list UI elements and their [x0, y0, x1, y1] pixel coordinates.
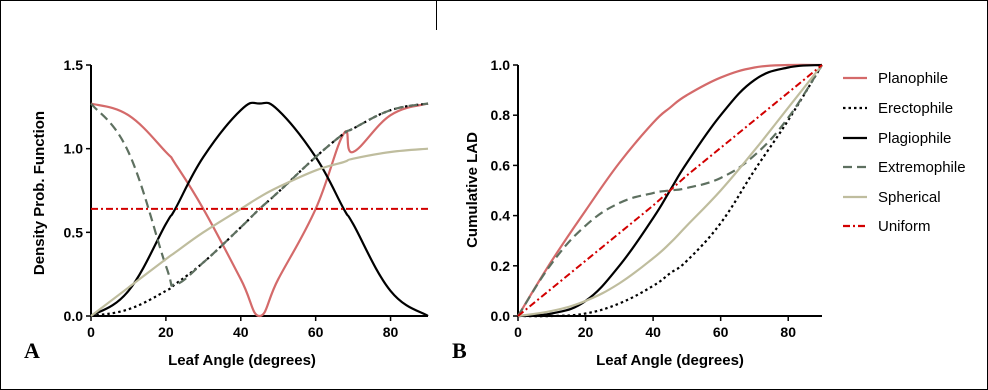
legend-item-spherical: Spherical — [843, 189, 941, 206]
legend-label-spherical: Spherical — [878, 189, 941, 206]
panel-b-xtick-label: 20 — [578, 324, 594, 340]
panel-b: Cumulative LAD Leaf Angle (degrees) B 0.… — [452, 57, 823, 369]
panel-b-ytick-label: 0.8 — [491, 107, 511, 123]
legend-label-planophile: Planophile — [878, 70, 948, 87]
panel-b-ytick-label: 0.6 — [491, 157, 511, 173]
panel-b-ylabel: Cumulative LAD — [464, 132, 481, 248]
panel-a-xtick-label: 60 — [308, 324, 324, 340]
panel-a-xtick-label: 40 — [233, 324, 249, 340]
panel-b-series-planophile — [517, 63, 823, 317]
panel-b-xlabel: Leaf Angle (degrees) — [596, 352, 744, 369]
legend-item-plagiophile: Plagiophile — [843, 130, 951, 147]
panel-a-xlabel: Leaf Angle (degrees) — [168, 352, 316, 369]
legend-item-erectophile: Erectophile — [843, 100, 953, 117]
panel-b-xtick-label: 40 — [645, 324, 661, 340]
legend-item-extremophile: Extremophile — [843, 159, 966, 176]
panel-b-letter: B — [452, 338, 467, 363]
legend-label-plagiophile: Plagiophile — [878, 130, 951, 147]
panel-b-xtick-label: 80 — [780, 324, 796, 340]
panel-b-series-erectophile — [517, 64, 823, 318]
panel-b-ytick-label: 0.4 — [491, 208, 511, 224]
panel-a-ytick-label: 0.0 — [64, 308, 84, 324]
legend-label-erectophile: Erectophile — [878, 100, 953, 117]
panel-a-letter: A — [24, 338, 40, 363]
panel-a-series-plagiophile — [90, 101, 429, 317]
panel-b-xtick-label: 60 — [713, 324, 729, 340]
panel-b-series-spherical — [517, 64, 823, 318]
panel-a-series-planophile — [90, 102, 429, 318]
legend-label-uniform: Uniform — [878, 218, 931, 235]
panel-b-ytick-label: 1.0 — [491, 57, 511, 73]
panel-b-xtick-label: 0 — [514, 324, 522, 340]
panel-a-series-spherical — [90, 147, 429, 317]
panel-b-series-uniform — [517, 64, 823, 317]
panel-a-ylabel: Density Prob. Function — [31, 111, 48, 275]
panel-a-ytick-label: 1.0 — [64, 141, 84, 157]
panel-a: Density Prob. Function Leaf Angle (degre… — [24, 57, 429, 369]
legend: Planophile Erectophile Plagiophile Extre… — [843, 70, 966, 235]
legend-item-planophile: Planophile — [843, 70, 948, 87]
panel-a-ytick-label: 1.5 — [64, 57, 84, 73]
panel-a-xtick-label: 80 — [383, 324, 399, 340]
panel-a-ytick-label: 0.5 — [64, 224, 84, 240]
panel-b-ytick-label: 0.2 — [491, 258, 511, 274]
panel-b-ytick-label: 0.0 — [491, 308, 511, 324]
panel-b-series-extremophile — [517, 64, 823, 317]
panel-a-xtick-label: 0 — [87, 324, 95, 340]
legend-label-extremophile: Extremophile — [878, 159, 966, 176]
panel-a-series-extremophile — [90, 102, 429, 287]
panel-a-xtick-label: 20 — [158, 324, 174, 340]
legend-item-uniform: Uniform — [843, 218, 931, 235]
